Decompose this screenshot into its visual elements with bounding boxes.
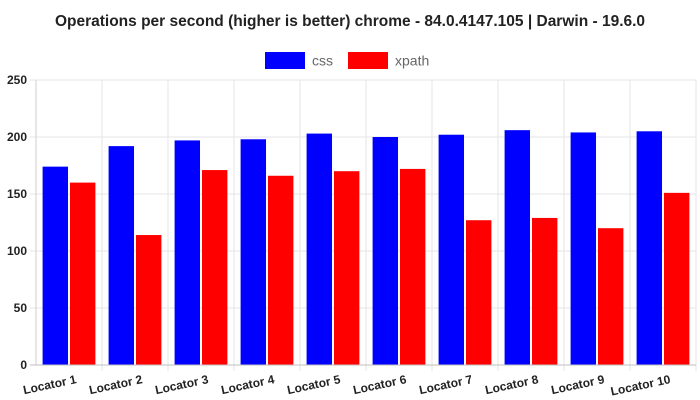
legend-swatch bbox=[348, 52, 388, 69]
bar-xpath-10 bbox=[663, 192, 690, 365]
y-tick-label: 200 bbox=[7, 130, 27, 144]
y-tick-label: 100 bbox=[7, 244, 27, 258]
bar-xpath-3 bbox=[201, 170, 228, 365]
y-tick-label: 150 bbox=[7, 187, 27, 201]
bar-css-5 bbox=[306, 133, 333, 365]
x-tick-label: Locator 5 bbox=[286, 372, 342, 397]
x-tick-label: Locator 9 bbox=[550, 372, 606, 397]
bar-xpath-9 bbox=[597, 228, 624, 365]
bar-xpath-7 bbox=[465, 220, 492, 365]
x-tick-label: Locator 8 bbox=[484, 372, 540, 397]
x-tick-label: Locator 4 bbox=[220, 372, 276, 397]
bar-xpath-5 bbox=[333, 171, 360, 365]
axes bbox=[30, 80, 696, 366]
y-axis: 0 50 100 150 200 250 bbox=[7, 73, 27, 372]
bar-css-1 bbox=[42, 166, 69, 365]
bars bbox=[42, 130, 690, 365]
bar-xpath-8 bbox=[531, 217, 558, 365]
x-tick-label: Locator 10 bbox=[609, 372, 672, 398]
bar-css-2 bbox=[108, 146, 135, 365]
legend[interactable]: css xpath bbox=[265, 52, 429, 69]
bar-css-3 bbox=[174, 140, 201, 365]
x-tick-label: Locator 6 bbox=[352, 372, 408, 397]
bar-css-4 bbox=[240, 139, 267, 365]
bar-css-10 bbox=[636, 131, 663, 365]
bar-css-9 bbox=[570, 132, 597, 365]
legend-label: css bbox=[312, 53, 333, 69]
bar-xpath-6 bbox=[399, 168, 426, 365]
y-tick-label: 0 bbox=[20, 358, 27, 372]
y-tick-label: 50 bbox=[14, 301, 28, 315]
legend-swatch bbox=[265, 52, 305, 69]
x-tick-label: Locator 7 bbox=[418, 372, 474, 397]
bar-xpath-2 bbox=[135, 235, 162, 365]
legend-label: xpath bbox=[395, 53, 429, 69]
x-tick-label: Locator 1 bbox=[22, 372, 78, 397]
bar-css-6 bbox=[372, 137, 399, 365]
bar-css-8 bbox=[504, 130, 531, 365]
y-tick-label: 250 bbox=[7, 73, 27, 87]
x-axis: Locator 1 Locator 2 Locator 3 Locator 4 Loca… bbox=[22, 372, 672, 398]
chart-title: Operations per second (higher is better)… bbox=[55, 13, 645, 30]
legend-item-xpath[interactable]: xpath bbox=[348, 52, 429, 69]
x-tick-label: Locator 3 bbox=[154, 372, 210, 397]
legend-item-css[interactable]: css bbox=[265, 52, 333, 69]
bar-xpath-1 bbox=[69, 182, 96, 365]
bar-css-7 bbox=[438, 134, 465, 365]
x-tick-label: Locator 2 bbox=[88, 372, 144, 397]
bar-xpath-4 bbox=[267, 175, 294, 365]
